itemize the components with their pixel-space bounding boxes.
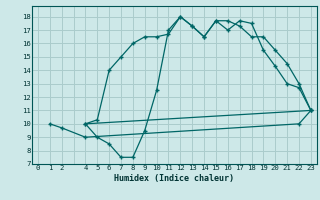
X-axis label: Humidex (Indice chaleur): Humidex (Indice chaleur) <box>115 174 234 183</box>
